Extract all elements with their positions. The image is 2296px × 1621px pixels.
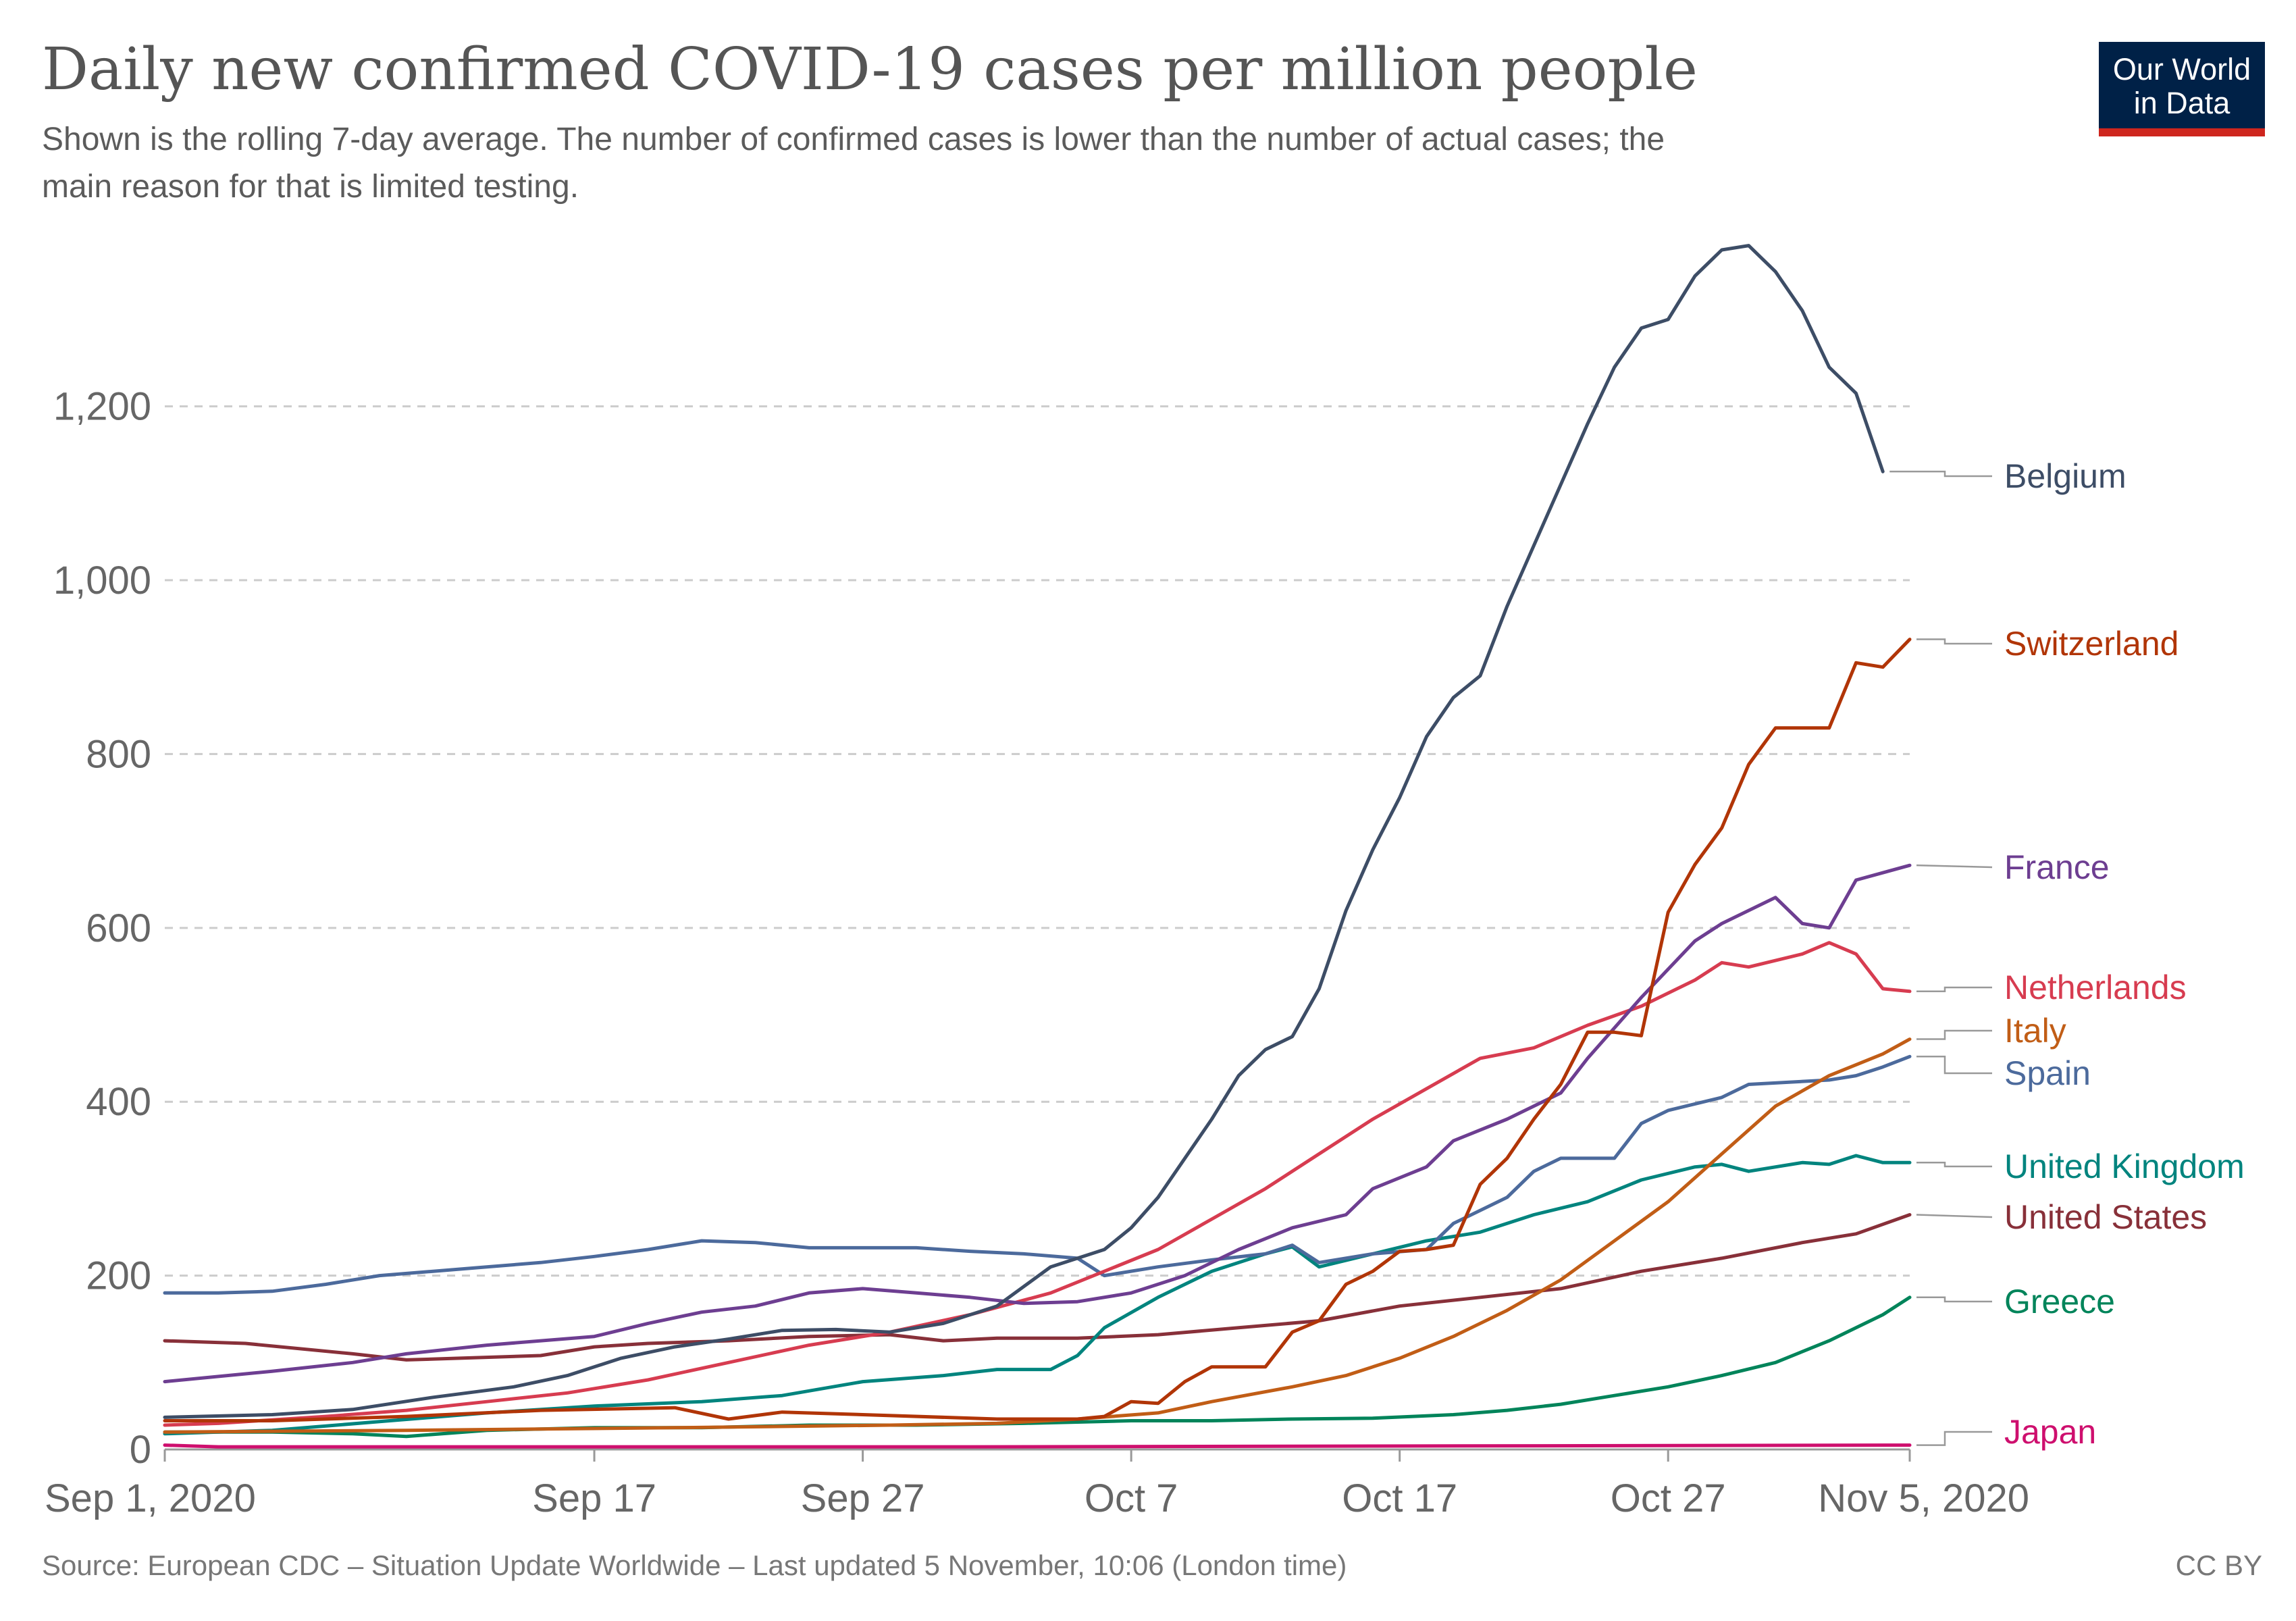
series-label-switzerland[interactable]: Switzerland: [2004, 625, 2178, 663]
y-tick-label: 800: [86, 732, 151, 776]
y-tick-label: 0: [130, 1428, 151, 1472]
logo-accent-bar: [2099, 128, 2265, 136]
series-label-greece[interactable]: Greece: [2004, 1283, 2115, 1320]
logo-text-line-2: in Data: [2134, 86, 2231, 120]
series-line-france[interactable]: [163, 863, 1912, 1384]
leader-line-italy: [1916, 1029, 1992, 1040]
series-label-united-kingdom[interactable]: United Kingdom: [2004, 1148, 2245, 1185]
leader-line-japan: [1916, 1431, 1992, 1446]
series-line-united-kingdom[interactable]: [163, 1154, 1912, 1436]
leader-line-france: [1916, 864, 1993, 869]
source-note: Source: European CDC – Situation Update …: [42, 1549, 1347, 1581]
chart-title: Daily new confirmed COVID-19 cases per m…: [42, 36, 1698, 103]
owid-logo[interactable]: Our World in Data: [2099, 42, 2265, 136]
leader-line-netherlands: [1916, 986, 1992, 993]
series-line-belgium[interactable]: [163, 244, 1885, 1419]
leader-line-belgium: [1889, 470, 1992, 478]
logo-text-line-1: Our World: [2113, 52, 2251, 86]
y-tick-label: 600: [86, 906, 151, 950]
x-tick-label: Sep 17: [532, 1476, 656, 1520]
series-lines: [163, 244, 1912, 1449]
x-axis: Sep 1, 2020 Sep 17 Sep 27 Oct 7 Oct 17 Oct 27…: [45, 1448, 2029, 1520]
license-link[interactable]: CC BY: [2176, 1549, 2262, 1581]
y-tick-label: 1,200: [53, 385, 151, 429]
x-tick-label: Nov 5, 2020: [1818, 1476, 2029, 1520]
x-tick-label: Oct 17: [1342, 1476, 1457, 1520]
x-tick-label: Oct 7: [1085, 1476, 1178, 1520]
series-label-spain[interactable]: Spain: [2004, 1054, 2091, 1092]
series-label-italy[interactable]: Italy: [2004, 1012, 2066, 1050]
series-label-japan[interactable]: Japan: [2004, 1413, 2096, 1451]
series-label-france[interactable]: France: [2004, 848, 2110, 886]
series-line-italy[interactable]: [163, 1037, 1912, 1434]
x-tick-label: Sep 27: [801, 1476, 925, 1520]
leader-line-switzerland: [1916, 638, 1992, 645]
logo-background: [2099, 42, 2265, 128]
y-axis-ticks: 0 200 400 600 800 1,000 1,200: [53, 385, 151, 1472]
leader-line-spain: [1916, 1056, 1992, 1075]
series-label-netherlands[interactable]: Netherlands: [2004, 969, 2187, 1006]
series-label-belgium[interactable]: Belgium: [2004, 457, 2127, 495]
y-tick-label: 400: [86, 1080, 151, 1124]
series-label-united-states[interactable]: United States: [2004, 1198, 2207, 1236]
y-tick-label: 200: [86, 1254, 151, 1298]
series-line-japan[interactable]: [163, 1443, 1912, 1449]
series-labels: Belgium Switzerland France Netherlands Italy…: [1889, 457, 2245, 1451]
series-line-united-states[interactable]: [163, 1213, 1912, 1362]
chart-subtitle-line-2: main reason for that is limited testing.: [42, 169, 579, 205]
chart-subtitle-line-1: Shown is the rolling 7-day average. The …: [42, 122, 1665, 157]
x-tick-label: Sep 1, 2020: [45, 1476, 256, 1520]
leader-line-united-states: [1916, 1214, 1993, 1218]
leader-line-united-kingdom: [1916, 1162, 1992, 1168]
leader-line-greece: [1916, 1296, 1992, 1303]
y-tick-label: 1,000: [53, 559, 151, 602]
series-line-netherlands[interactable]: [163, 941, 1912, 1427]
series-line-spain[interactable]: [163, 1054, 1912, 1295]
series-line-switzerland[interactable]: [163, 638, 1912, 1422]
x-tick-label: Oct 27: [1611, 1476, 1726, 1520]
gridlines: [165, 405, 1910, 1277]
